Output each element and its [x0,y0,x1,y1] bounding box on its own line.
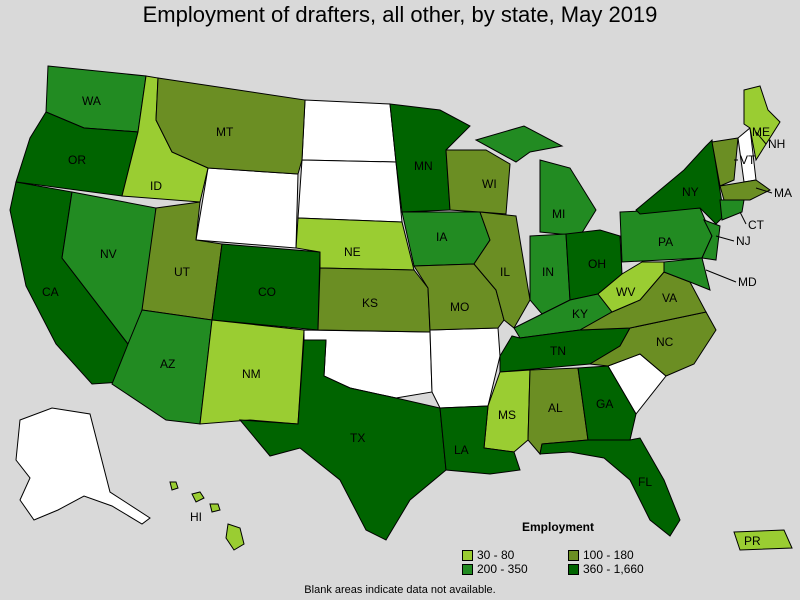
label-va: VA [662,291,677,305]
state-mt[interactable] [155,77,306,175]
label-tx: TX [350,431,365,445]
legend-item-3: 200 - 350 [462,562,528,576]
label-mn: MN [414,159,433,173]
state-mi[interactable] [474,125,597,237]
label-ma: MA [774,186,792,200]
label-or: OR [68,153,86,167]
label-ne: NE [344,245,361,259]
legend-label: 360 - 1,660 [583,562,644,576]
state-sd[interactable] [297,159,403,223]
state-pr[interactable] [733,529,793,551]
label-id: ID [150,179,162,193]
state-ma[interactable] [719,179,771,201]
state-me[interactable] [743,85,781,162]
legend-swatch [568,563,579,575]
label-ms: MS [498,408,516,422]
label-il: IL [500,265,510,279]
state-nj[interactable] [701,219,721,261]
legend-label: 100 - 180 [583,548,634,562]
legend-title: Employment [522,520,595,534]
label-ga: GA [596,397,613,411]
state-vt[interactable] [711,137,739,187]
label-la: LA [454,443,469,457]
legend-swatch [568,549,579,561]
label-ia: IA [436,230,447,244]
state-tx[interactable] [238,339,447,541]
label-ut: UT [174,265,191,279]
label-me: ME [752,125,770,139]
state-la[interactable] [439,405,521,475]
map-title: Employment of drafters, all other, by st… [142,2,658,27]
legend-swatch [462,563,473,575]
leader-lines [705,131,773,283]
state-ar[interactable] [429,327,501,409]
state-hi[interactable] [169,481,245,551]
legend-item-2: 100 - 180 [568,548,634,562]
label-nj: NJ [736,234,751,248]
label-wa: WA [82,94,101,108]
label-al: AL [548,401,563,415]
label-fl: FL [638,475,652,489]
label-ks: KS [362,296,378,310]
label-mt: MT [216,125,234,139]
legend-item-1: 30 - 80 [462,548,514,562]
label-nc: NC [656,335,674,349]
state-nd[interactable] [301,99,397,163]
label-co: CO [258,285,276,299]
state-ct[interactable] [719,199,745,221]
legend-item-4: 360 - 1,660 [568,562,644,576]
label-md: MD [738,275,757,289]
data-note: Blank areas indicate data not available. [304,584,496,596]
label-pr: PR [744,534,761,548]
label-ny: NY [682,185,699,199]
label-nv: NV [100,247,117,261]
state-md[interactable] [663,257,711,291]
label-mo: MO [450,300,469,314]
label-ky: KY [572,307,588,321]
label-nh: NH [768,137,785,151]
label-oh: OH [588,257,606,271]
label-tn: TN [550,344,566,358]
state-ga[interactable] [577,365,637,441]
label-vt: VT [740,153,756,167]
state-ak[interactable] [15,407,151,525]
label-hi: HI [190,510,202,524]
legend-swatch [462,549,473,561]
label-ct: CT [748,218,765,232]
state-fl[interactable] [539,437,681,537]
legend-label: 200 - 350 [477,562,528,576]
label-az: AZ [160,357,175,371]
state-wv[interactable] [597,261,665,313]
legend-label: 30 - 80 [477,548,515,562]
label-nm: NM [242,367,261,381]
label-pa: PA [658,235,673,249]
state-il[interactable] [473,211,531,329]
label-mi: MI [552,207,565,221]
label-wv: WV [616,285,635,299]
state-wi[interactable] [445,149,511,215]
label-in: IN [542,265,554,279]
label-wi: WI [482,177,497,191]
state-wy[interactable] [195,167,299,249]
label-ca: CA [42,285,59,299]
